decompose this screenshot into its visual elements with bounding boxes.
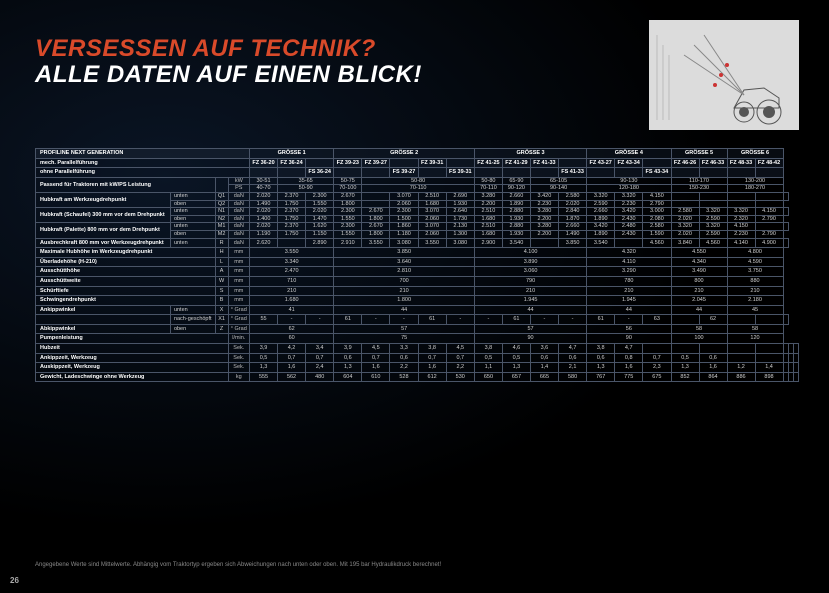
page-number: 26 — [10, 576, 19, 585]
spec-table: PROFILINE NEXT GENERATIONGRÖSSE 1GRÖSSE … — [35, 148, 799, 382]
footnote: Angegebene Werte sind Mittelwerte. Abhän… — [35, 562, 441, 568]
headline-1: VERSESSEN AUF TECHNIK? — [35, 35, 422, 63]
headline-2: ALLE DATEN AUF EINEN BLICK! — [35, 61, 422, 89]
technical-diagram — [649, 20, 799, 130]
